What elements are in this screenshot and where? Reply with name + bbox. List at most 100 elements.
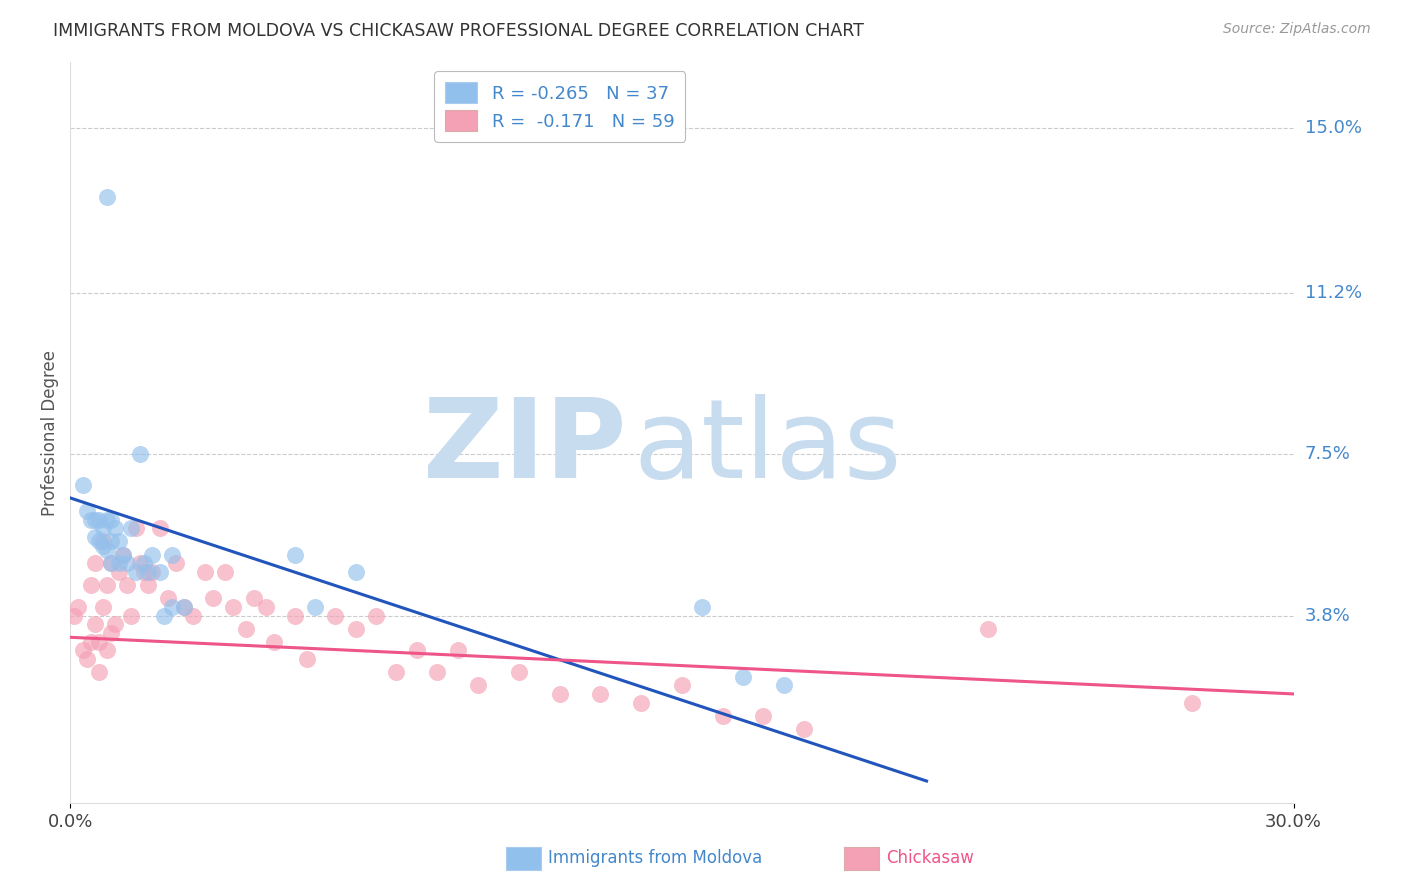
Point — [132, 556, 155, 570]
Point — [96, 513, 118, 527]
Point — [630, 696, 652, 710]
Point — [117, 578, 139, 592]
Point — [87, 513, 110, 527]
Point — [153, 608, 176, 623]
Point — [752, 708, 775, 723]
Point — [108, 556, 131, 570]
Point — [202, 591, 225, 606]
Text: Immigrants from Moldova: Immigrants from Moldova — [548, 849, 762, 867]
Legend: R = -0.265   N = 37, R =  -0.171   N = 59: R = -0.265 N = 37, R = -0.171 N = 59 — [434, 71, 685, 142]
Point — [104, 617, 127, 632]
Point — [304, 599, 326, 614]
Point — [83, 556, 105, 570]
Point — [214, 565, 236, 579]
Text: ZIP: ZIP — [423, 394, 627, 501]
Point — [141, 565, 163, 579]
Point — [284, 548, 307, 562]
Point — [100, 556, 122, 570]
Point — [91, 539, 114, 553]
Point — [104, 521, 127, 535]
Point — [100, 534, 122, 549]
Point — [96, 578, 118, 592]
Point — [149, 521, 172, 535]
Point — [112, 548, 135, 562]
Point — [83, 617, 105, 632]
Point — [222, 599, 245, 614]
Point — [793, 722, 815, 736]
Y-axis label: Professional Degree: Professional Degree — [41, 350, 59, 516]
Point — [711, 708, 734, 723]
Point — [100, 626, 122, 640]
Text: IMMIGRANTS FROM MOLDOVA VS CHICKASAW PROFESSIONAL DEGREE CORRELATION CHART: IMMIGRANTS FROM MOLDOVA VS CHICKASAW PRO… — [53, 22, 865, 40]
Text: 15.0%: 15.0% — [1305, 119, 1361, 136]
Point — [67, 599, 90, 614]
Point — [295, 652, 318, 666]
Point — [91, 521, 114, 535]
Point — [344, 622, 367, 636]
Point — [733, 669, 755, 683]
Point — [690, 599, 713, 614]
Point — [1181, 696, 1204, 710]
Point — [87, 665, 110, 680]
Point — [385, 665, 408, 680]
Point — [508, 665, 530, 680]
Point — [132, 565, 155, 579]
Point — [128, 447, 150, 461]
Text: 11.2%: 11.2% — [1305, 285, 1362, 302]
Point — [548, 687, 571, 701]
Point — [83, 513, 105, 527]
Point — [426, 665, 449, 680]
Point — [91, 534, 114, 549]
Point — [235, 622, 257, 636]
Point — [671, 678, 693, 692]
Point — [108, 565, 131, 579]
Point — [91, 599, 114, 614]
Point — [87, 534, 110, 549]
Point — [344, 565, 367, 579]
Point — [121, 521, 143, 535]
Point — [76, 652, 98, 666]
Point — [96, 190, 118, 204]
Point — [112, 548, 135, 562]
Point — [72, 643, 94, 657]
Point — [284, 608, 307, 623]
Text: 7.5%: 7.5% — [1305, 445, 1351, 464]
Point — [100, 513, 122, 527]
Point — [589, 687, 612, 701]
Point — [976, 622, 998, 636]
Text: Source: ZipAtlas.com: Source: ZipAtlas.com — [1223, 22, 1371, 37]
Point — [79, 578, 103, 592]
Point — [162, 599, 183, 614]
Point — [141, 548, 163, 562]
Point — [108, 534, 131, 549]
Point — [136, 578, 159, 592]
Point — [157, 591, 180, 606]
Point — [243, 591, 266, 606]
Point — [63, 608, 86, 623]
Point — [76, 504, 98, 518]
Point — [323, 608, 347, 623]
Point — [149, 565, 172, 579]
Point — [173, 599, 195, 614]
Point — [79, 634, 103, 648]
Point — [72, 478, 94, 492]
Point — [173, 599, 195, 614]
Point — [87, 634, 110, 648]
Point — [136, 565, 159, 579]
Point — [263, 634, 285, 648]
Point — [96, 643, 118, 657]
Point — [117, 556, 139, 570]
Text: Chickasaw: Chickasaw — [886, 849, 973, 867]
Point — [447, 643, 470, 657]
Point — [773, 678, 796, 692]
Point — [96, 543, 118, 558]
Point — [124, 565, 146, 579]
Text: 3.8%: 3.8% — [1305, 607, 1350, 624]
Point — [100, 556, 122, 570]
Point — [83, 530, 105, 544]
Point — [467, 678, 489, 692]
Text: atlas: atlas — [633, 394, 901, 501]
Point — [181, 608, 204, 623]
Point — [254, 599, 277, 614]
Point — [121, 608, 143, 623]
